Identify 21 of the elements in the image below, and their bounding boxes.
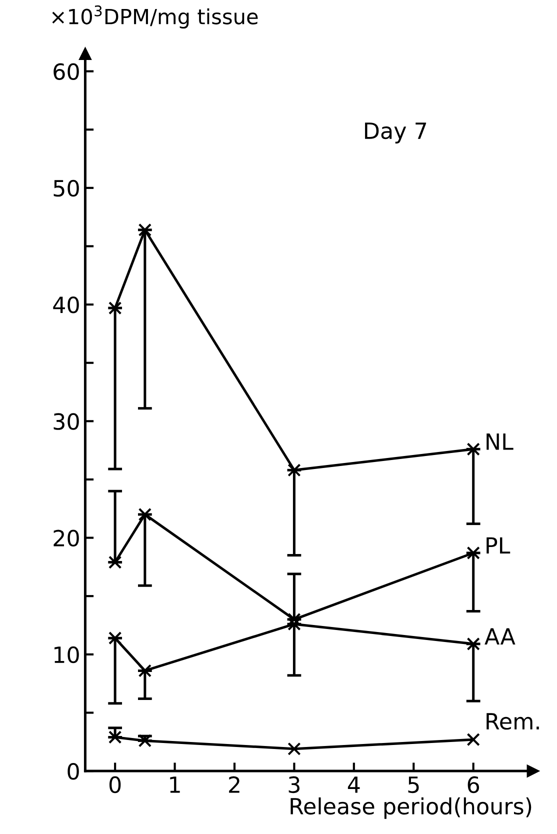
x-tick-label: 6 <box>468 776 480 794</box>
series-label: AA <box>484 628 516 644</box>
y-tick-label: 20 <box>54 530 79 547</box>
x-tick-label: 5 <box>408 776 419 794</box>
text: Day 7 <box>365 122 426 144</box>
series-label: PL <box>486 537 510 554</box>
x-tick-label: 4 <box>348 776 360 793</box>
y-axis-title: ×10$^{3}$DPM/mg tissue <box>52 5 258 28</box>
series-label: Rem. <box>486 713 539 730</box>
x-tick-label: 0 <box>109 776 121 794</box>
x-tick-label: 1 <box>170 776 180 793</box>
y-tick-label: 10 <box>54 646 79 664</box>
y-tick-label: 50 <box>54 180 79 197</box>
y-tick-label: 0 <box>68 762 79 780</box>
y-tick-label: 30 <box>54 413 79 430</box>
series-label: NL <box>486 434 514 450</box>
y-tick-label: 60 <box>54 63 79 80</box>
x-axis-title: Release period(hours) <box>290 797 532 819</box>
x-tick-label: 2 <box>229 776 240 793</box>
x-tick-label: 3 <box>288 776 300 794</box>
y-tick-label: 40 <box>53 296 79 314</box>
